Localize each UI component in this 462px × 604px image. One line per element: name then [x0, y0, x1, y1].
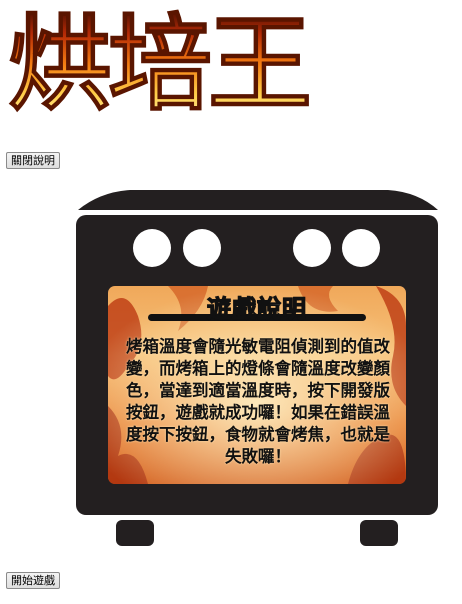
oven-top [78, 190, 438, 210]
knob-icon [183, 229, 221, 267]
logo-title: 烘培王 [8, 8, 309, 118]
knob-icon [342, 229, 380, 267]
instructions-title: 遊戲說明 [206, 294, 307, 323]
knob-icon [293, 229, 331, 267]
game-logo: 烘培王 [7, 8, 313, 118]
oven-foot-right [360, 520, 398, 546]
start-game-button[interactable]: 開始遊戲 [6, 572, 60, 589]
toggle-instructions-button[interactable]: 關閉說明 [6, 152, 60, 169]
instructions-body: 烤箱溫度會隨光敏電阻偵測到的值改變，而烤箱上的燈條會隨溫度改變顏色，當達到適當溫… [126, 337, 390, 466]
oven-foot-left [116, 520, 154, 546]
instructions-panel: 遊戲說明 烤箱溫度會隨光敏電阻偵測到的值改變，而烤箱上的燈條會隨溫度改變顏色，當… [108, 286, 406, 484]
title-underline [148, 314, 366, 321]
knob-icon [133, 229, 171, 267]
